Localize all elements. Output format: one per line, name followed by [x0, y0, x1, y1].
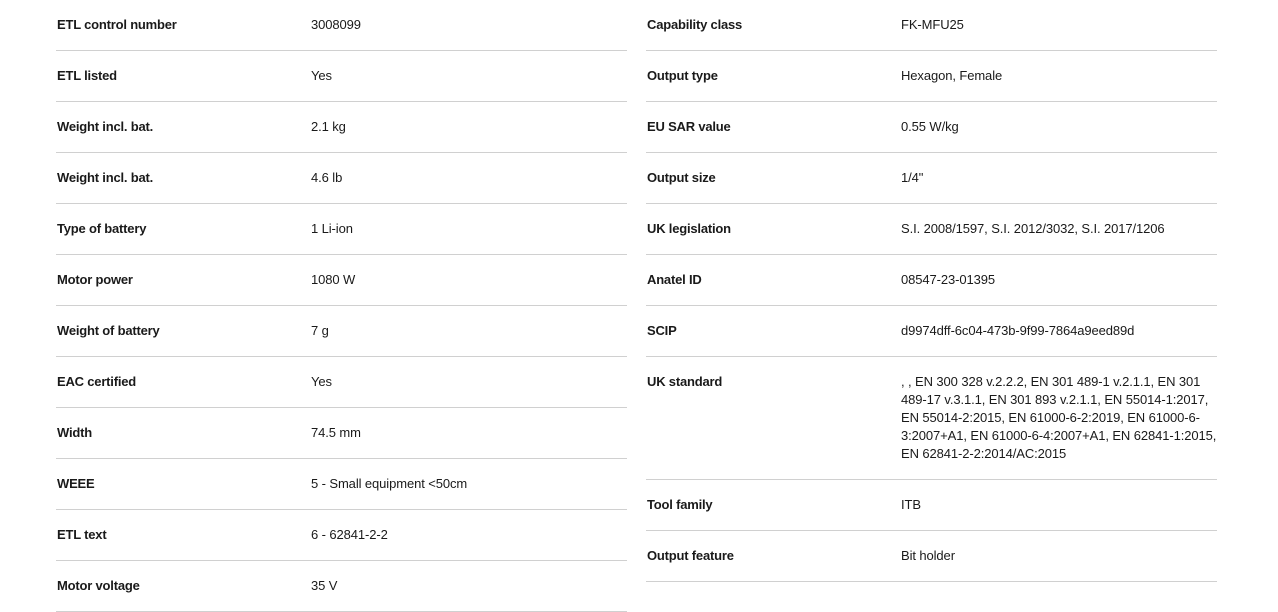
- spec-label: Anatel ID: [647, 272, 702, 287]
- spec-value: 2.1 kg: [311, 119, 346, 134]
- spec-row: Weight incl. bat. 2.1 kg: [56, 102, 627, 153]
- spec-label: SCIP: [647, 323, 677, 338]
- spec-value: d9974dff-6c04-473b-9f99-7864a9eed89d: [901, 323, 1135, 338]
- spec-row: Width 74.5 mm: [56, 408, 627, 459]
- spec-label: Weight incl. bat.: [57, 119, 154, 134]
- spec-value: 5 - Small equipment <50cm: [311, 476, 468, 491]
- spec-label: Output type: [647, 68, 718, 83]
- spec-value: 35 V: [311, 578, 338, 593]
- spec-value: 1 Li-ion: [311, 221, 353, 236]
- spec-label: Width: [57, 425, 92, 440]
- spec-value: Yes: [311, 68, 332, 83]
- spec-row: Output type Hexagon, Female: [646, 51, 1217, 102]
- spec-row: WEEE 5 - Small equipment <50cm: [56, 459, 627, 510]
- spec-label: EAC certified: [57, 374, 137, 389]
- spec-label: ETL control number: [57, 17, 177, 32]
- spec-value: ITB: [901, 497, 921, 512]
- spec-label: Capability class: [647, 17, 743, 32]
- spec-label: WEEE: [57, 476, 95, 491]
- spec-row: Motor voltage 35 V: [56, 561, 627, 612]
- spec-label: ETL text: [57, 527, 107, 542]
- spec-row: SCIP d9974dff-6c04-473b-9f99-7864a9eed89d: [646, 306, 1217, 357]
- spec-row: ETL listed Yes: [56, 51, 627, 102]
- spec-label: Weight of battery: [57, 323, 160, 338]
- spec-row: Tool family ITB: [646, 480, 1217, 531]
- spec-label: EU SAR value: [647, 119, 731, 134]
- spec-label: Type of battery: [57, 221, 147, 236]
- spec-value: S.I. 2008/1597, S.I. 2012/3032, S.I. 201…: [901, 221, 1165, 236]
- spec-label: Weight incl. bat.: [57, 170, 154, 185]
- spec-value: 4.6 lb: [311, 170, 343, 185]
- spec-value: Hexagon, Female: [901, 68, 1003, 83]
- spec-row: Motor power 1080 W: [56, 255, 627, 306]
- spec-value: 6 - 62841-2-2: [311, 527, 388, 542]
- spec-row: Output size 1/4": [646, 153, 1217, 204]
- spec-row: Weight of battery 7 g: [56, 306, 627, 357]
- spec-value: 08547-23-01395: [901, 272, 996, 287]
- spec-label: Output feature: [647, 548, 734, 563]
- spec-value: Yes: [311, 374, 332, 389]
- spec-value: FK-MFU25: [901, 17, 964, 32]
- spec-value: 1080 W: [311, 272, 356, 287]
- spec-table-right: Capability class FK-MFU25 Output type Hexag…: [646, 0, 1217, 582]
- spec-row: Output feature Bit holder: [646, 531, 1217, 582]
- spec-value: 1/4": [901, 170, 924, 185]
- spec-label: Output size: [647, 170, 716, 185]
- spec-row: Anatel ID 08547-23-01395: [646, 255, 1217, 306]
- spec-value: Bit holder: [901, 548, 955, 563]
- spec-row: Weight incl. bat. 4.6 lb: [56, 153, 627, 204]
- spec-label: Motor power: [57, 272, 133, 287]
- spec-row: EU SAR value 0.55 W/kg: [646, 102, 1217, 153]
- spec-label: UK legislation: [647, 221, 731, 236]
- spec-label: Tool family: [647, 497, 713, 512]
- spec-label: Motor voltage: [57, 578, 140, 593]
- spec-label: ETL listed: [57, 68, 117, 83]
- spec-row: ETL control number 3008099: [56, 0, 627, 51]
- spec-row: Capability class FK-MFU25: [646, 0, 1217, 51]
- spec-row: EAC certified Yes: [56, 357, 627, 408]
- spec-row: Type of battery 1 Li-ion: [56, 204, 627, 255]
- spec-value: , , EN 300 328 v.2.2.2, EN 301 489-1 v.2…: [901, 374, 1217, 461]
- spec-value: 3008099: [311, 17, 361, 32]
- spec-label: UK standard: [647, 374, 723, 389]
- spec-row: UK legislation S.I. 2008/1597, S.I. 2012/…: [646, 204, 1217, 255]
- spec-row: UK standard , , EN 300 328 v.2.2.2, EN 30…: [646, 357, 1217, 480]
- spec-table-left: ETL control number 3008099 ETL listed Yes We…: [56, 0, 627, 612]
- spec-value: 74.5 mm: [311, 425, 361, 440]
- spec-value: 7 g: [311, 323, 329, 338]
- spec-value: 0.55 W/kg: [901, 119, 959, 134]
- spec-row: ETL text 6 - 62841-2-2: [56, 510, 627, 561]
